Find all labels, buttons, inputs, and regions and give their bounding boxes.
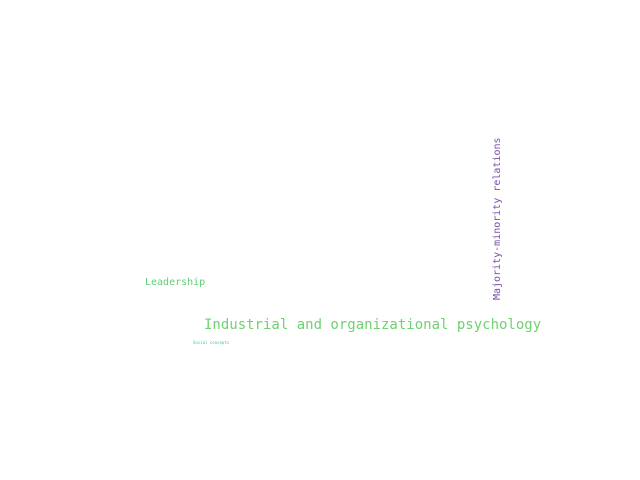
word-industrial-and-organizational-psychology: Industrial and organizational psychology xyxy=(204,317,542,333)
word-leadership: Leadership xyxy=(145,277,206,288)
word-majority-minority-relations: Majority-minority relations xyxy=(492,137,503,300)
word-social-concepts: Social concepts xyxy=(193,340,230,345)
